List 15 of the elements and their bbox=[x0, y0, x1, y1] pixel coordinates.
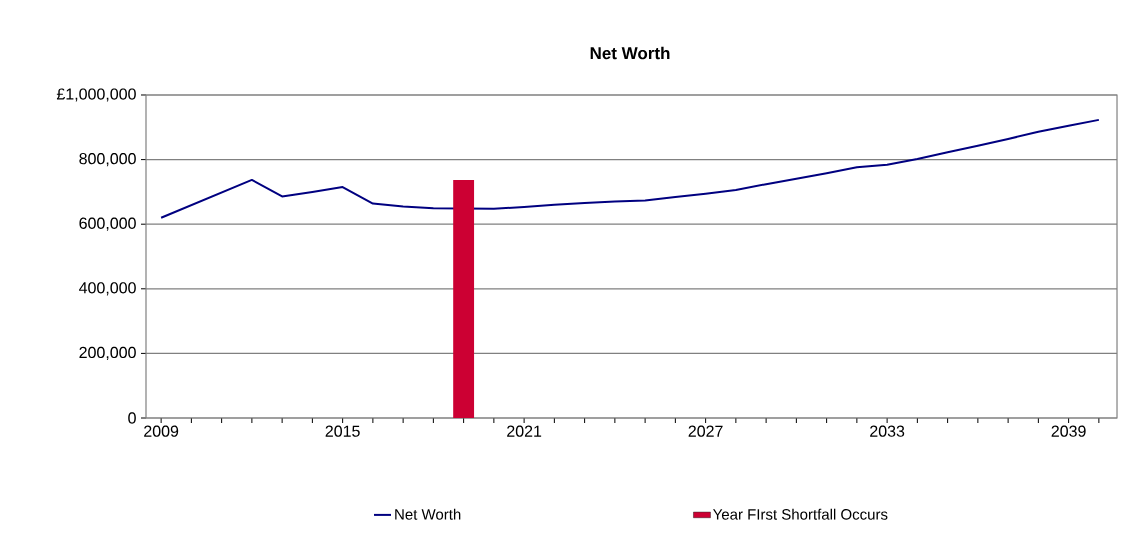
x-tick-label: 2027 bbox=[688, 425, 723, 437]
y-tick-label: 600,000 bbox=[79, 217, 136, 231]
y-tick-label: 200,000 bbox=[79, 346, 136, 361]
legend-label: Year FIrst Shortfall Occurs bbox=[712, 508, 888, 520]
legend-label: Net Worth bbox=[395, 508, 461, 520]
y-tick-label: 800,000 bbox=[79, 152, 136, 167]
x-tick-label: 2033 bbox=[870, 425, 905, 437]
chart-title: Net Worth bbox=[590, 46, 670, 60]
y-tick-label: 0 bbox=[128, 412, 136, 424]
y-tick-label: £1,000,000 bbox=[56, 88, 136, 102]
x-tick-label: 2021 bbox=[507, 425, 542, 437]
y-tick-label: 400,000 bbox=[79, 282, 136, 296]
x-tick-label: 2039 bbox=[1051, 425, 1086, 437]
x-tick-label: 2015 bbox=[325, 425, 360, 437]
x-tick-label: 2009 bbox=[144, 425, 179, 437]
